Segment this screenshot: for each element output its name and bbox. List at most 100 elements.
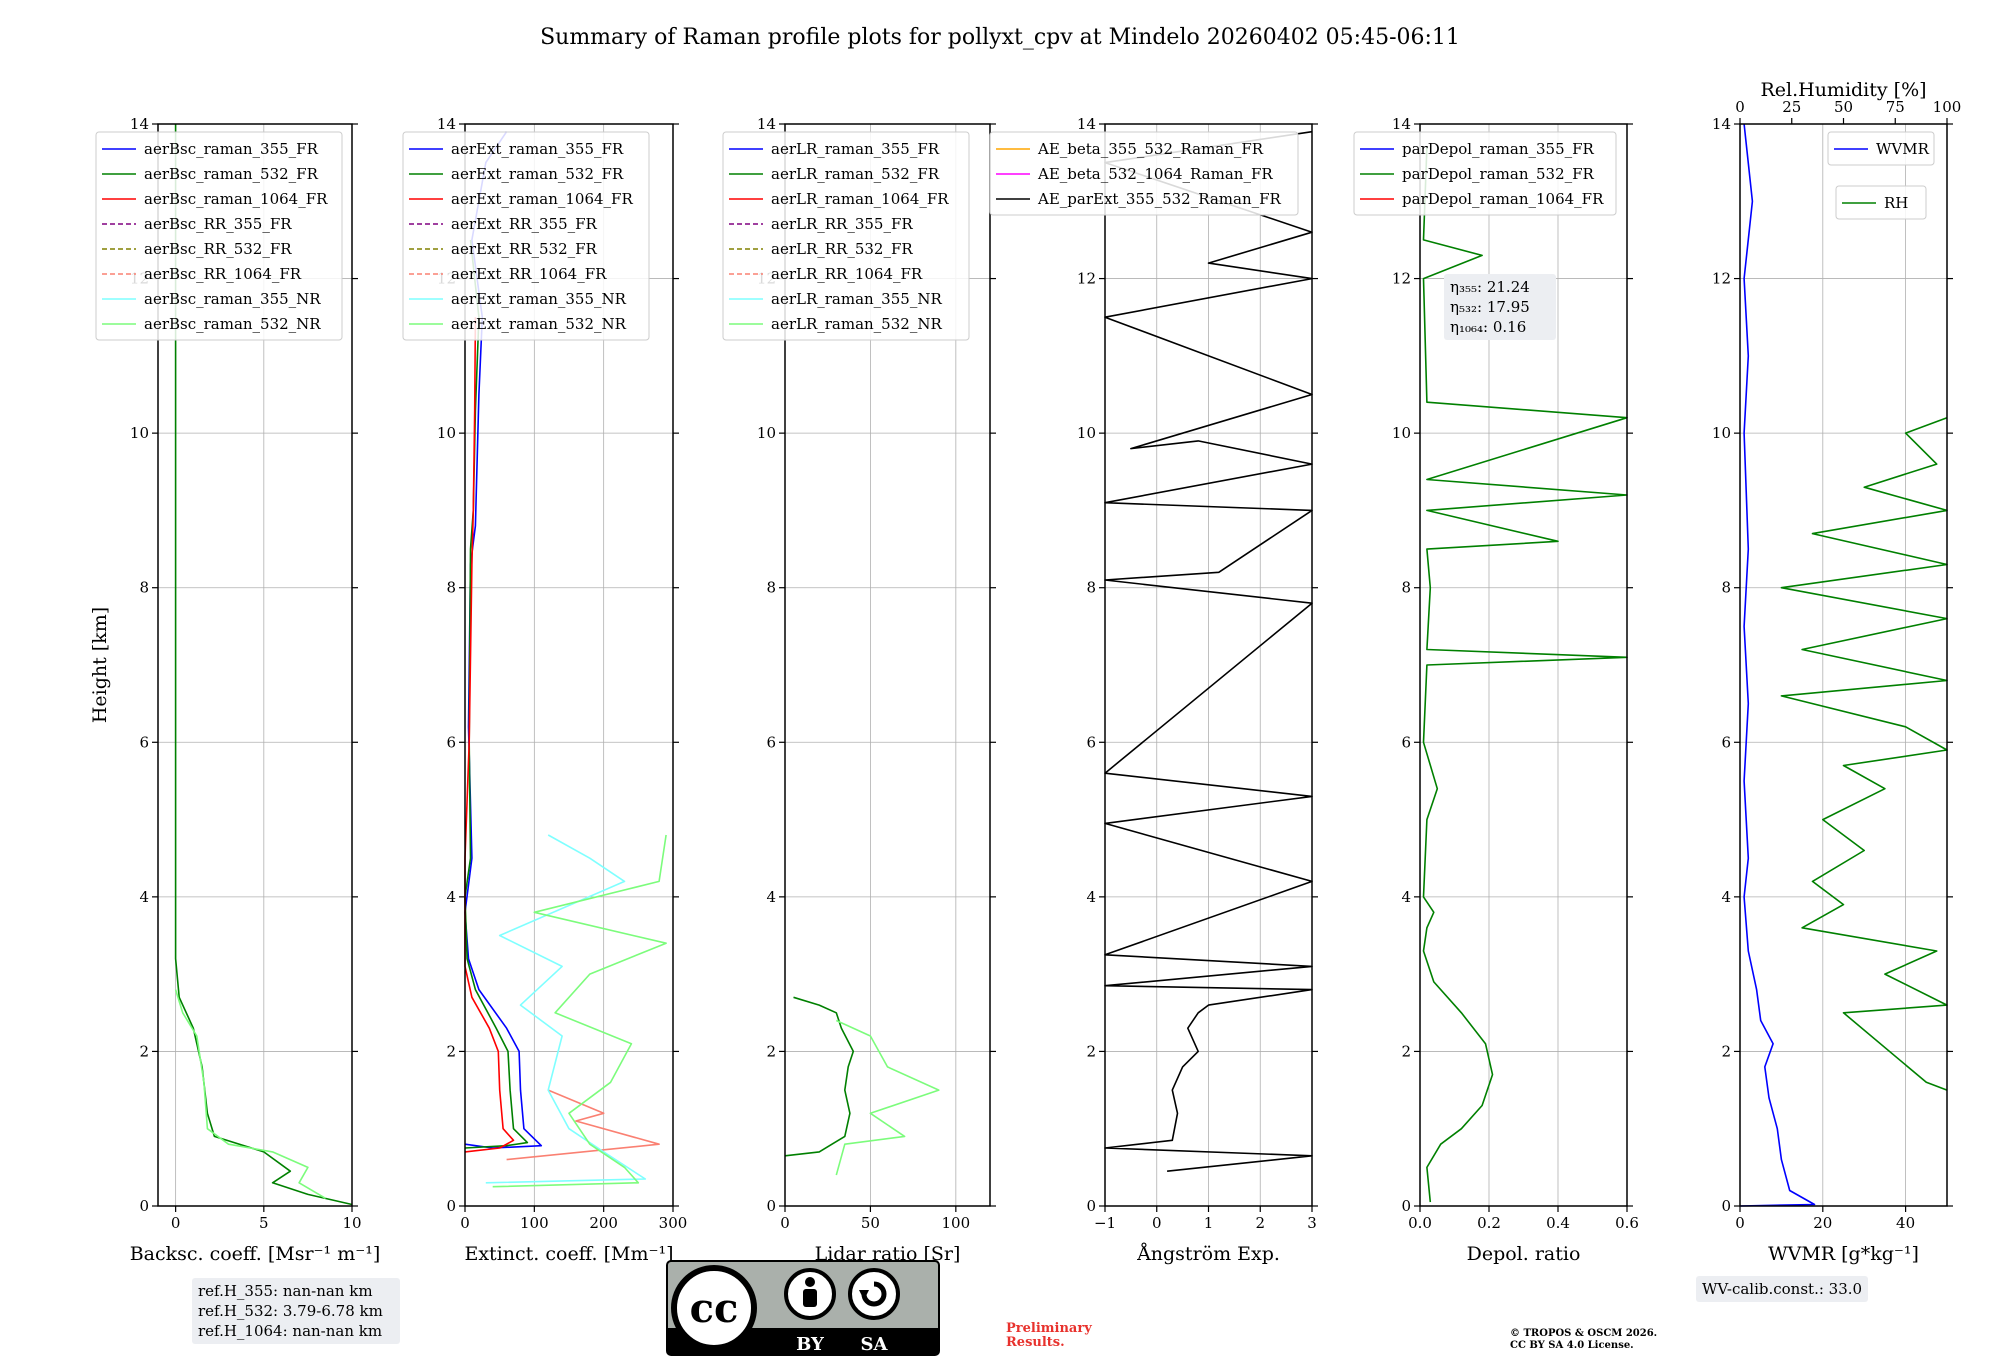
y-tick-label: 6 [766,733,776,751]
x-axis-label: Extinct. coeff. [Mm⁻¹] [464,1243,673,1265]
series-line-aerExt_raman_1064_FR [464,317,515,1153]
x-tick-label-top: 75 [1886,98,1905,116]
legend: AE_beta_355_532_Raman_FR AE_beta_532_1064… [989,131,1299,216]
x-tick-label: 0.6 [1615,1214,1639,1232]
x-tick-label-top: 100 [1933,98,1962,116]
y-tick-label: 4 [1721,888,1731,906]
y-tick-label: 8 [1401,579,1411,597]
sa-label: SA [861,1334,889,1355]
series-line-RH [1780,416,1948,1091]
legend-entry: aerBsc_raman_1064_FR [144,190,328,208]
eta-annotation: η₃₅₅: 21.24 η₅₃₂: 17.95 η₁₀₆₄: 0.16 [1444,274,1556,340]
y-tick-label: 14 [1392,115,1411,133]
copyright-notice: © TROPOS & OSCM 2026. CC BY SA 4.0 Licen… [1510,1328,1658,1351]
y-tick-label: 6 [446,733,456,751]
y-tick-label: 0 [446,1197,456,1215]
x-axis-label-top: Rel.Humidity [%] [1760,79,1926,101]
legend-entry: aerExt_RR_1064_FR [451,265,607,283]
y-tick-label: 10 [1712,424,1731,442]
legend-frame [1353,131,1617,216]
y-tick-label: 12 [1392,270,1411,288]
legend-entry: aerExt_RR_355_FR [451,215,598,233]
y-tick-label: 2 [766,1042,776,1060]
ref-h-1064: ref.H_1064: nan-nan km [198,1322,383,1340]
cc-license-badge: cc BY SA [666,1260,940,1356]
axes-frame [1419,123,1628,1207]
legend-entry: aerExt_RR_532_FR [451,240,598,258]
by-label: BY [796,1334,825,1355]
x-tick-label: 0.0 [1408,1214,1432,1232]
eta-355: η₃₅₅: 21.24 [1450,278,1530,296]
x-tick-label-top: 50 [1834,98,1853,116]
y-tick-label: 4 [446,888,456,906]
ref-h-355: ref.H_355: nan-nan km [198,1282,373,1300]
y-tick-label: 6 [1086,733,1096,751]
y-axis-label: Height [km] [89,607,111,723]
y-tick-label: 10 [1077,424,1096,442]
series-line-aerBsc_raman_532_NR [174,989,326,1199]
x-tick-label: 5 [259,1214,269,1232]
legend-entry: aerLR_RR_355_FR [771,215,913,233]
x-tick-label: 300 [659,1214,688,1232]
axes-frame [464,123,674,1207]
svg-text:cc: cc [690,1285,739,1332]
legend-entry: aerBsc_RR_1064_FR [144,265,302,283]
y-tick-label: 8 [766,579,776,597]
y-tick-label: 14 [437,115,456,133]
y-tick-label: 12 [1077,270,1096,288]
legend: aerBsc_raman_355_FR aerBsc_raman_532_FRae… [95,131,343,341]
y-tick-label: 2 [139,1042,149,1060]
legend-entry: aerLR_raman_355_NR [771,290,942,308]
legend-entry: aerLR_RR_1064_FR [771,265,923,283]
legend-entry: aerBsc_raman_355_NR [144,290,321,308]
x-tick-label: 2 [1255,1214,1265,1232]
y-tick-label: 2 [1086,1042,1096,1060]
x-tick-label: 3 [1307,1214,1317,1232]
y-tick-label: 2 [1721,1042,1731,1060]
eta-532: η₅₃₂: 17.95 [1450,298,1530,316]
sa-icon [848,1268,900,1320]
x-axis-label: Ångström Exp. [1136,1243,1280,1265]
x-tick-label: −1 [1094,1214,1116,1232]
figure-title: Summary of Raman profile plots for polly… [540,25,1460,50]
panel-3: 02468101214050100Lidar ratio [Sr]aerLR_r… [722,115,996,1265]
y-tick-label: 12 [1712,270,1731,288]
x-tick-label: 100 [942,1214,971,1232]
x-axis-label: Depol. ratio [1467,1243,1581,1265]
y-tick-label: 0 [766,1197,776,1215]
legend-entry: aerLR_raman_1064_FR [771,190,949,208]
legend-entry: aerLR_raman_532_FR [771,165,940,183]
axes-frame [1104,123,1313,1207]
y-tick-label: 4 [766,888,776,906]
y-tick-label: 2 [446,1042,456,1060]
y-tick-label: 8 [1721,579,1731,597]
y-tick-label: 14 [130,115,149,133]
series-line-aerExt_raman_532_NR [492,834,667,1188]
legend-entry: aerExt_raman_355_NR [451,290,627,308]
y-tick-label: 14 [1712,115,1731,133]
legend-entry: WVMR [1876,140,1930,158]
y-tick-label: 6 [1721,733,1731,751]
x-tick-label: 200 [589,1214,618,1232]
x-tick-label-top: 25 [1782,98,1801,116]
legend-frame [722,131,970,341]
legend-frame [1835,185,1927,220]
x-tick-label: 0 [171,1214,181,1232]
y-tick-label: 0 [139,1197,149,1215]
x-tick-label: 0 [1152,1214,1162,1232]
y-tick-label: 0 [1401,1197,1411,1215]
y-tick-label: 8 [1086,579,1096,597]
x-tick-label: 0.2 [1477,1214,1501,1232]
legend-entry: aerBsc_raman_532_NR [144,315,321,333]
y-tick-label: 10 [757,424,776,442]
y-tick-label: 2 [1401,1042,1411,1060]
wv-calib-const: WV-calib.const.: 33.0 [1696,1276,1869,1302]
legend-entry: aerLR_raman_532_NR [771,315,942,333]
legend-entry: AE_beta_355_532_Raman_FR [1037,140,1264,158]
legend-entry: aerBsc_raman_532_FR [144,165,319,183]
legend-entry: parDepol_raman_355_FR [1402,140,1595,158]
legend: parDepol_raman_355_FR parDepol_raman_532_… [1353,131,1617,216]
legend-entry: aerBsc_raman_355_FR [144,140,319,158]
